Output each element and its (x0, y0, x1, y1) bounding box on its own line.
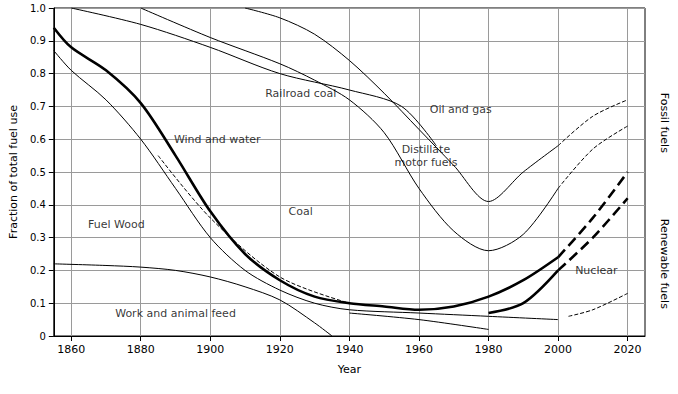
svg-text:0.1: 0.1 (30, 298, 46, 309)
svg-text:2020: 2020 (614, 343, 642, 356)
svg-text:1980: 1980 (475, 343, 503, 356)
svg-text:0: 0 (39, 331, 45, 342)
svg-text:1880: 1880 (127, 343, 155, 356)
svg-text:Distillate: Distillate (402, 143, 451, 156)
svg-text:Year: Year (337, 363, 362, 376)
svg-text:0.3: 0.3 (30, 232, 46, 243)
svg-text:0.4: 0.4 (30, 199, 46, 210)
svg-text:0.6: 0.6 (30, 134, 46, 145)
svg-text:2000: 2000 (544, 343, 572, 356)
svg-text:0.2: 0.2 (30, 265, 46, 276)
svg-text:Railroad coal: Railroad coal (265, 87, 336, 100)
svg-text:1920: 1920 (266, 343, 294, 356)
svg-text:Oil and gas: Oil and gas (430, 103, 492, 116)
svg-text:0.9: 0.9 (30, 35, 46, 46)
svg-text:Fuel Wood: Fuel Wood (88, 218, 145, 231)
svg-text:Fossil fuels: Fossil fuels (658, 93, 671, 153)
svg-text:Work and animal feed: Work and animal feed (115, 307, 236, 320)
svg-text:Nuclear: Nuclear (575, 264, 618, 277)
svg-text:1900: 1900 (196, 343, 224, 356)
svg-text:Coal: Coal (289, 205, 313, 218)
svg-text:Fraction of total fuel use: Fraction of total fuel use (7, 105, 20, 239)
svg-text:0.7: 0.7 (30, 101, 46, 112)
svg-text:Renewable fuels: Renewable fuels (658, 219, 671, 309)
svg-text:0.5: 0.5 (30, 167, 46, 178)
svg-text:1960: 1960 (405, 343, 433, 356)
svg-text:Wind and water: Wind and water (174, 133, 261, 146)
svg-text:1860: 1860 (57, 343, 85, 356)
svg-text:1.0: 1.0 (30, 3, 46, 14)
svg-text:motor fuels: motor fuels (394, 156, 457, 169)
svg-text:0.8: 0.8 (30, 68, 46, 79)
svg-text:1940: 1940 (335, 343, 363, 356)
